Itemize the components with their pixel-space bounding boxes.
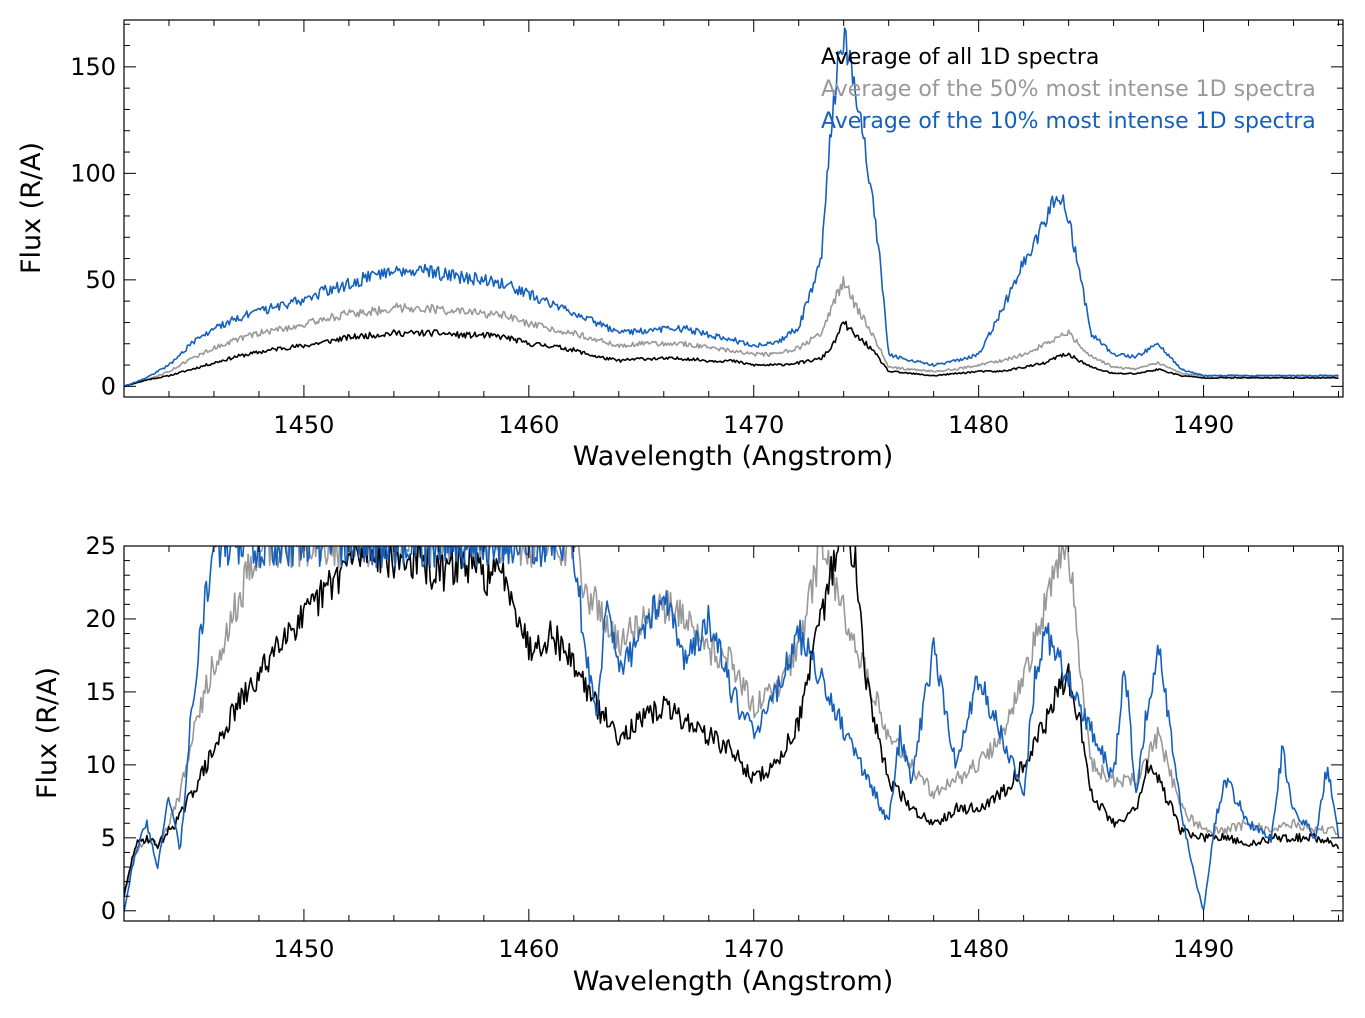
series-line-all bbox=[124, 320, 1339, 388]
legend: Average of all 1D spectra Average of the… bbox=[821, 45, 1316, 134]
y-tick-label: 15 bbox=[85, 678, 116, 706]
y-tick-label: 10 bbox=[85, 751, 116, 779]
y-tick-labels-bottom: 0 5 10 15 20 25 bbox=[85, 532, 116, 925]
x-tick-labels-bottom: 1450 1460 1470 1480 1490 bbox=[273, 935, 1234, 963]
x-tick-label: 1470 bbox=[723, 935, 784, 963]
x-tick-labels-top: 1450 1460 1470 1480 1490 bbox=[273, 411, 1234, 439]
x-tick-label: 1470 bbox=[723, 411, 784, 439]
x-axis-label-bottom: Wavelength (Angstrom) bbox=[573, 966, 894, 997]
y-axis-label-top: Flux (R/A) bbox=[16, 142, 47, 274]
series-line-fifty bbox=[124, 546, 1340, 898]
x-tick-label: 1480 bbox=[948, 411, 1009, 439]
x-tick-label: 1490 bbox=[1173, 935, 1234, 963]
chart-panel-bottom: 1450 1460 1470 1480 1490 0 5 10 15 20 25 Waveleng… bbox=[32, 532, 1344, 997]
y-axis-label-bottom: Flux (R/A) bbox=[32, 667, 63, 799]
x-tick-label: 1490 bbox=[1173, 411, 1234, 439]
plot-frame-bottom bbox=[123, 545, 1344, 922]
x-tick-label: 1460 bbox=[498, 935, 559, 963]
y-tick-labels-top: 0 50 100 150 bbox=[70, 53, 116, 400]
y-tick-label: 150 bbox=[70, 53, 116, 81]
legend-item-50-percent: Average of the 50% most intense 1D spect… bbox=[821, 77, 1316, 102]
series-line-fifty bbox=[124, 275, 1339, 388]
y-tick-label: 0 bbox=[101, 372, 116, 400]
y-tick-label: 100 bbox=[70, 159, 116, 187]
tick-marks-bottom bbox=[123, 545, 1343, 921]
chart-panel-top: 1450 1460 1470 1480 1490 0 50 100 150 Wavelengt… bbox=[16, 19, 1344, 472]
legend-item-10-percent: Average of the 10% most intense 1D spect… bbox=[821, 109, 1316, 134]
plot-frame-top bbox=[123, 19, 1344, 398]
y-tick-label: 5 bbox=[101, 824, 116, 852]
x-tick-label: 1450 bbox=[273, 935, 334, 963]
tick-marks-top bbox=[123, 20, 1343, 397]
x-axis-label-top: Wavelength (Angstrom) bbox=[573, 441, 894, 472]
x-tick-label: 1450 bbox=[273, 411, 334, 439]
x-tick-label: 1460 bbox=[498, 411, 559, 439]
series-line-all bbox=[124, 546, 1340, 898]
x-tick-label: 1480 bbox=[948, 935, 1009, 963]
y-tick-label: 50 bbox=[85, 266, 116, 294]
legend-item-all: Average of all 1D spectra bbox=[821, 45, 1099, 70]
series-line-ten bbox=[124, 27, 1339, 388]
y-tick-label: 25 bbox=[85, 532, 116, 560]
y-tick-label: 20 bbox=[85, 605, 116, 633]
y-tick-label: 0 bbox=[101, 897, 116, 925]
series-group-top bbox=[124, 27, 1339, 388]
